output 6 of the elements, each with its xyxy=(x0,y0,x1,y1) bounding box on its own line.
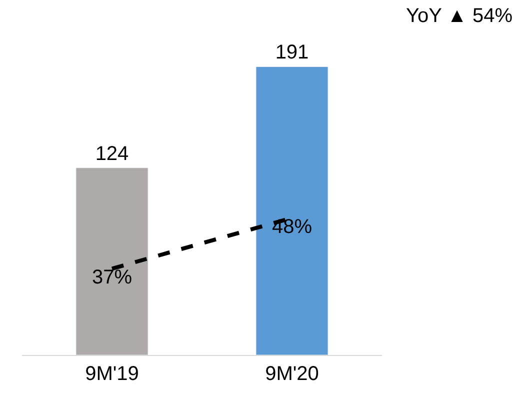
data-label: 124 xyxy=(95,142,129,165)
data-label: 191 xyxy=(275,42,309,64)
x-tick-label: 9M'20 xyxy=(265,363,319,385)
text: YoY ▲ 54% xyxy=(406,5,513,27)
data-label: 37% xyxy=(92,266,132,289)
x-tick-label: 9M'19 xyxy=(85,363,139,385)
